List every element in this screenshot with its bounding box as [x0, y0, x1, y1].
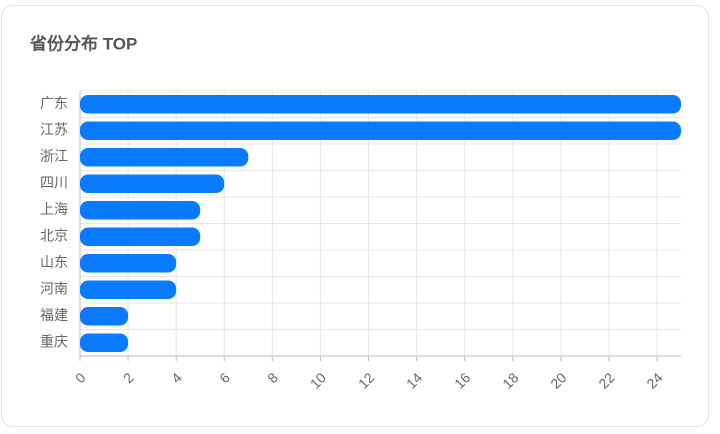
- y-tick-label: 山东: [40, 254, 68, 270]
- x-tick-label: 24: [643, 369, 665, 391]
- bar: [80, 174, 225, 194]
- bar: [80, 227, 201, 247]
- bar: [80, 306, 129, 326]
- x-tick-label: 22: [595, 369, 617, 391]
- x-tick-label: 20: [547, 369, 569, 391]
- x-tick-label: 0: [72, 369, 89, 386]
- x-tick-label: 12: [355, 369, 377, 391]
- x-tick-label: 6: [216, 369, 233, 386]
- y-tick-label: 江苏: [40, 121, 68, 137]
- bar: [80, 94, 681, 114]
- bar: [80, 147, 249, 167]
- x-tick-label: 16: [451, 369, 473, 391]
- x-tick-label: 8: [264, 369, 281, 386]
- y-tick-label: 上海: [40, 201, 68, 217]
- x-tick-label: 2: [120, 369, 137, 386]
- x-tick-label: 14: [403, 369, 425, 391]
- bar: [80, 200, 201, 220]
- y-tick-label: 福建: [40, 307, 68, 323]
- bar: [80, 253, 177, 273]
- y-tick-label: 四川: [40, 174, 68, 190]
- bar: [80, 333, 129, 353]
- y-tick-label: 广东: [40, 95, 68, 111]
- x-tick-label: 18: [499, 369, 521, 391]
- x-tick-label: 4: [168, 369, 185, 386]
- x-tick-label: 10: [307, 369, 329, 391]
- y-tick-label: 重庆: [40, 333, 68, 349]
- y-tick-label: 北京: [40, 227, 68, 243]
- chart-title: 省份分布 TOP: [29, 33, 137, 53]
- bar: [80, 280, 177, 300]
- y-tick-label: 浙江: [40, 148, 68, 164]
- bar: [80, 121, 681, 141]
- y-tick-label: 河南: [40, 280, 68, 296]
